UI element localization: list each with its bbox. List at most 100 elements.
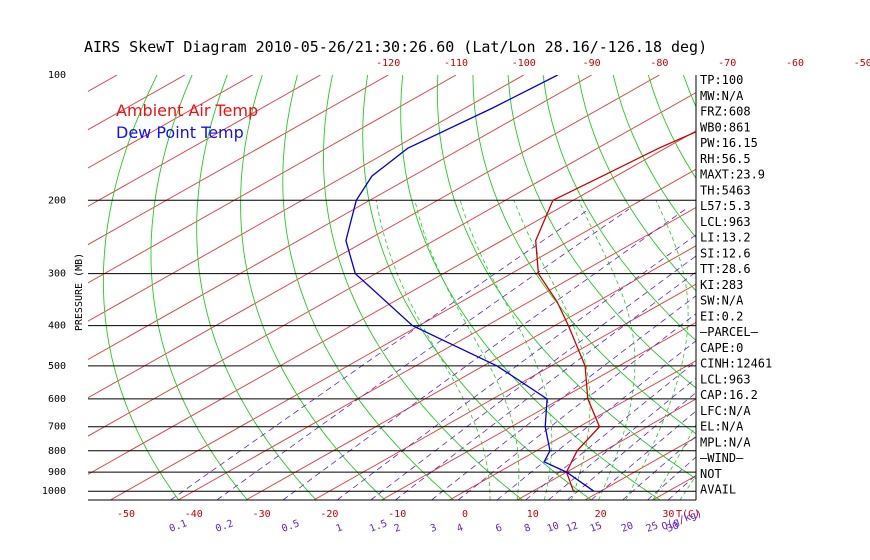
dry-adiabat-line bbox=[400, 75, 661, 500]
isotherm-line bbox=[88, 75, 457, 284]
isotherm-line bbox=[381, 321, 696, 500]
index-label: MAXT:23.9 bbox=[700, 168, 765, 182]
x-axis-label: T(C) bbox=[676, 509, 700, 520]
mixing-ratio-tick-label: 6 bbox=[494, 522, 503, 534]
index-label: TH:5463 bbox=[700, 183, 751, 197]
mixing-ratio-line bbox=[548, 377, 696, 500]
pressure-tick-label: 200 bbox=[48, 195, 66, 206]
dry-adiabat-line bbox=[362, 75, 592, 500]
mixing-ratio-line bbox=[667, 474, 696, 500]
mixing-ratio-tick-label: 4 bbox=[455, 522, 464, 534]
dry-adiabat-line bbox=[150, 75, 248, 500]
index-label: SW:N/A bbox=[700, 294, 744, 308]
pressure-tick-label: 600 bbox=[48, 394, 66, 405]
isotherm-line bbox=[652, 475, 696, 500]
legend: Ambient Air Temp Dew Point Temp bbox=[116, 101, 258, 142]
pressure-tick-label: 100 bbox=[48, 70, 66, 81]
top-temp-tick-label: -120 bbox=[376, 58, 400, 69]
dry-adiabat-line bbox=[789, 75, 870, 500]
index-label: FRZ:608 bbox=[700, 105, 751, 119]
dry-adiabat-line bbox=[436, 75, 696, 480]
index-label: LCL:963 bbox=[700, 372, 751, 386]
moist-adiabat-line bbox=[414, 200, 520, 500]
index-label: CAP:16.2 bbox=[700, 388, 758, 402]
index-label: RH:56.5 bbox=[700, 152, 751, 166]
isotherm-line bbox=[245, 245, 696, 500]
legend-dew-point-temp: Dew Point Temp bbox=[116, 123, 244, 142]
index-label: LCL:963 bbox=[700, 215, 751, 229]
index-label: WB0:861 bbox=[700, 120, 751, 134]
series-line bbox=[535, 131, 696, 492]
bottom-temp-tick-label: 0 bbox=[462, 509, 468, 520]
dry-adiabat-line bbox=[240, 75, 386, 500]
index-label: NOT bbox=[700, 467, 722, 481]
index-label: KI:283 bbox=[700, 278, 743, 292]
pressure-tick-label: 800 bbox=[48, 446, 66, 457]
bottom-temp-tick-label: -20 bbox=[320, 509, 338, 520]
dry-adiabat-line bbox=[754, 75, 870, 500]
dry-adiabat-line bbox=[196, 75, 317, 500]
moist-adiabat-line bbox=[652, 423, 696, 500]
isotherm-line bbox=[88, 75, 660, 399]
mixing-ratio-line bbox=[525, 360, 696, 500]
index-label: LI:13.2 bbox=[700, 231, 751, 245]
mixing-ratio-tick-label: 1.5 bbox=[368, 518, 389, 535]
index-label: TP:100 bbox=[700, 73, 743, 87]
pressure-tick-label: 500 bbox=[48, 361, 66, 372]
mixing-ratio-tick-label: 1 bbox=[334, 522, 343, 534]
bottom-temp-tick-label: -40 bbox=[185, 509, 203, 520]
moist-adiabat-line bbox=[578, 200, 636, 500]
isotherm-line bbox=[88, 75, 321, 207]
mixing-ratio-line bbox=[336, 234, 696, 500]
isotherm-line bbox=[88, 130, 696, 475]
index-label: LFC:N/A bbox=[700, 404, 751, 418]
grid-lines bbox=[88, 75, 870, 500]
top-temp-tick-label: -90 bbox=[583, 58, 601, 69]
index-label: TT:28.6 bbox=[700, 262, 751, 276]
index-label: MW:N/A bbox=[700, 89, 744, 103]
moist-adiabat-line bbox=[513, 200, 591, 500]
mixing-ratio-tick-label: 2 bbox=[393, 522, 402, 534]
isotherm-line bbox=[88, 75, 525, 322]
index-label: –PARCEL– bbox=[700, 325, 759, 339]
dry-adiabat-line bbox=[102, 75, 180, 500]
top-temp-tick-label: -80 bbox=[650, 58, 668, 69]
index-label: CAPE:0 bbox=[700, 341, 743, 355]
mixing-ratio-line bbox=[370, 255, 696, 500]
bottom-temp-tick-label: 30 bbox=[662, 509, 674, 520]
isotherm-line bbox=[88, 75, 592, 360]
pressure-tick-label: 900 bbox=[48, 467, 66, 478]
pressure-tick-label: 700 bbox=[48, 422, 66, 433]
dry-adiabat-line bbox=[542, 75, 696, 342]
mixing-ratio-line bbox=[282, 208, 686, 500]
mixing-ratio-tick-label: 20 bbox=[620, 520, 635, 534]
index-label: PW:16.15 bbox=[700, 136, 758, 150]
mixing-ratio-tick-label: 10 bbox=[546, 520, 561, 534]
legend-ambient-air-temp: Ambient Air Temp bbox=[116, 101, 258, 120]
pressure-tick-label: 400 bbox=[48, 321, 66, 332]
bottom-temp-tick-label: -10 bbox=[388, 509, 406, 520]
mixing-ratio-line bbox=[567, 392, 696, 500]
isotherm-line bbox=[449, 360, 696, 500]
mixing-ratio-tick-label: 0.5 bbox=[280, 518, 301, 535]
isotherm-line bbox=[788, 75, 870, 500]
mixing-ratio-tick-label: 0.1 bbox=[168, 518, 189, 535]
index-label: –WIND– bbox=[700, 451, 744, 465]
index-label: CINH:12461 bbox=[700, 357, 772, 371]
bottom-temp-tick-label: 20 bbox=[595, 509, 607, 520]
dry-adiabat-line bbox=[282, 75, 455, 500]
mixing-ratio-line bbox=[216, 208, 630, 500]
bottom-temp-tick-label: 10 bbox=[527, 509, 539, 520]
mixing-ratio-tick-label: 3 bbox=[429, 522, 438, 534]
moist-adiabat-line bbox=[625, 200, 689, 500]
isotherm-line bbox=[88, 92, 696, 437]
top-temp-tick-label: -70 bbox=[718, 58, 736, 69]
mixing-ratio-tick-label: 30 bbox=[665, 520, 680, 534]
index-label: MPL:N/A bbox=[700, 435, 751, 449]
isotherm-line bbox=[516, 398, 696, 500]
mixing-ratio-tick-label: 0.2 bbox=[214, 518, 235, 535]
isotherm-line bbox=[177, 206, 696, 500]
top-temp-tick-label: -60 bbox=[786, 58, 804, 69]
bottom-temp-tick-label: -50 bbox=[117, 509, 135, 520]
